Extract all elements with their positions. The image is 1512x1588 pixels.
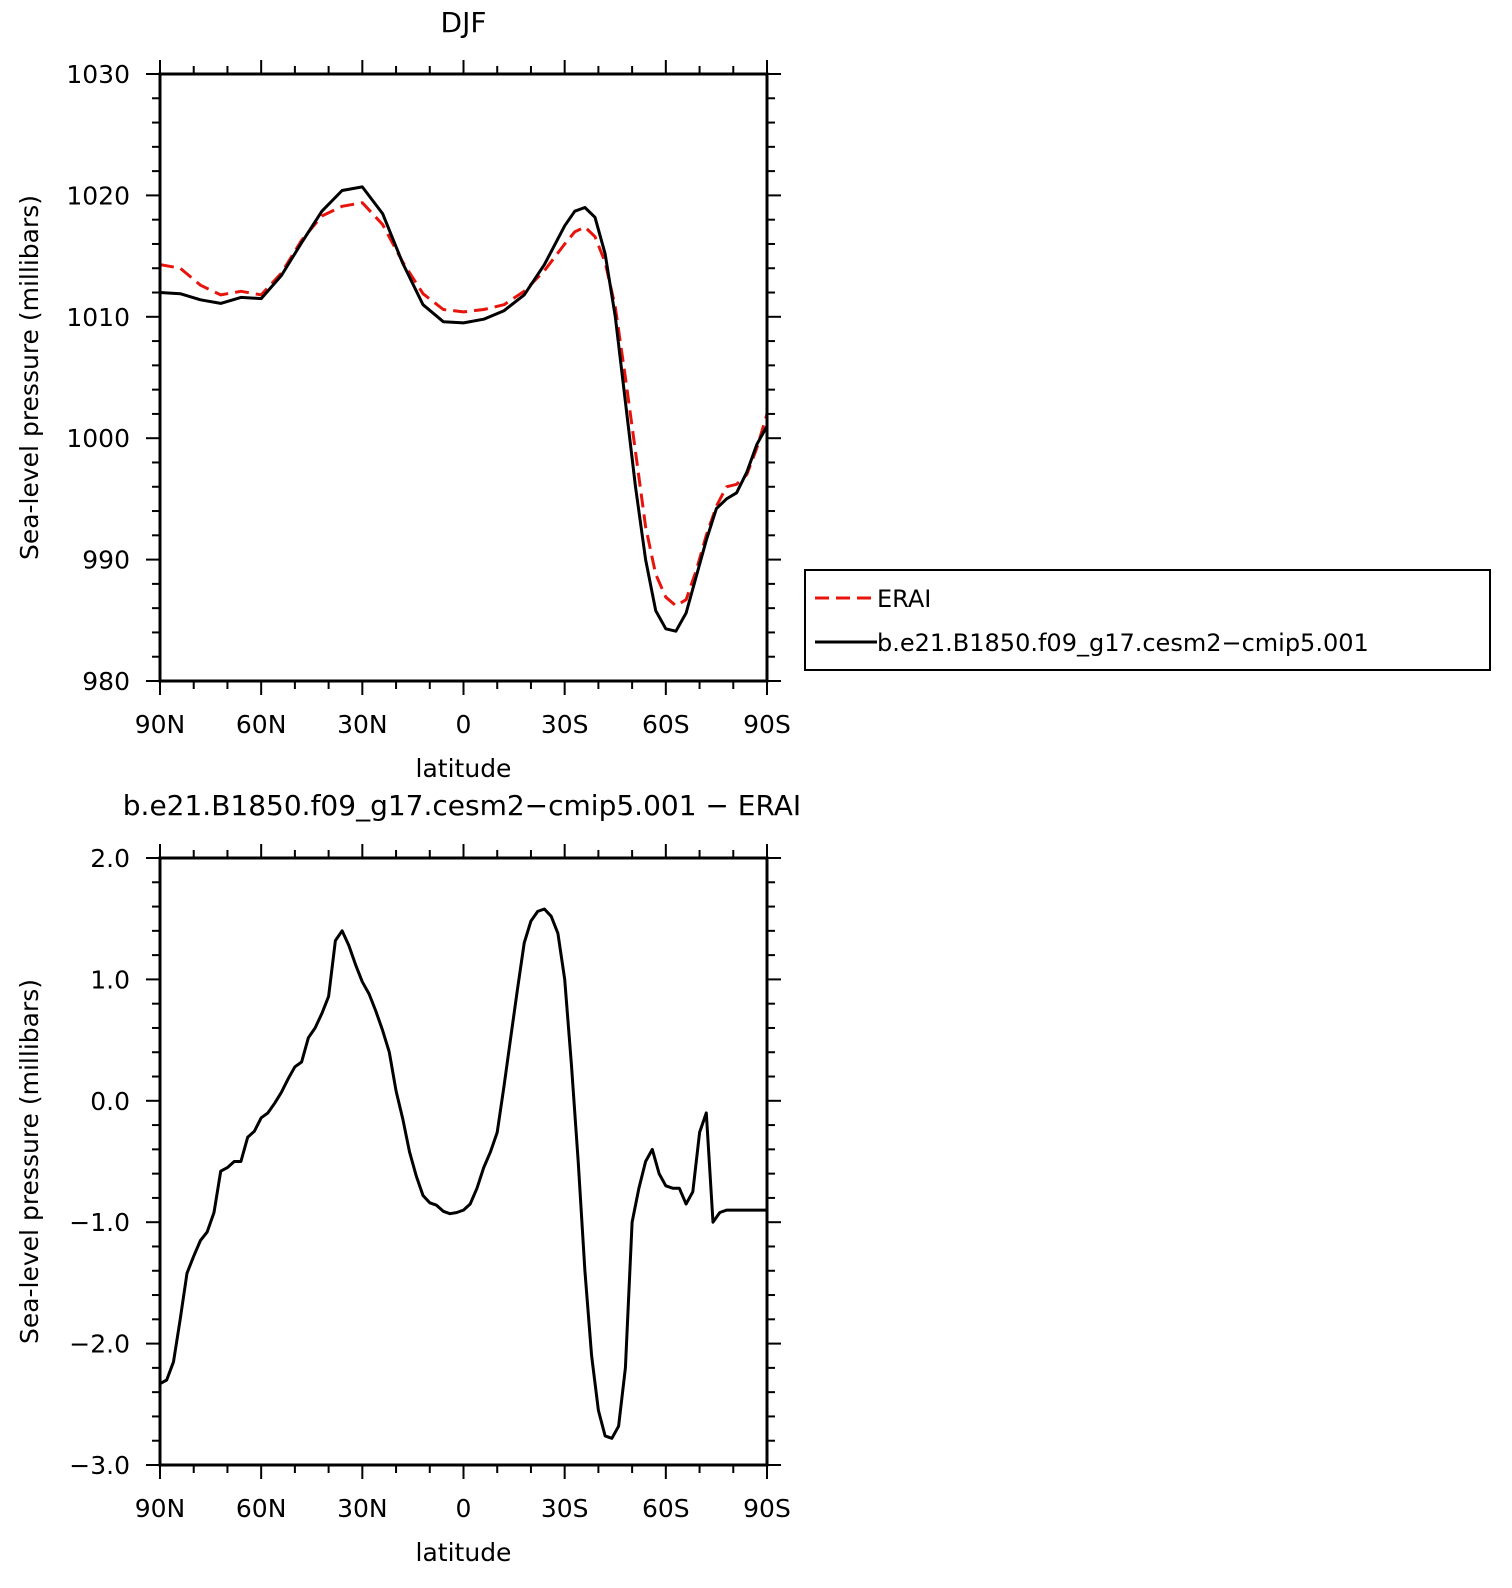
y-tick-label: 1000 xyxy=(66,424,130,453)
y-tick-label: −1.0 xyxy=(69,1208,130,1237)
x-tick-label: 0 xyxy=(456,710,472,739)
legend-entry: ERAI xyxy=(877,585,931,613)
x-tick-label: 60S xyxy=(642,710,690,739)
x-tick-label: 30S xyxy=(541,1494,589,1523)
x-tick-label: 60N xyxy=(236,710,287,739)
x-axis-label: latitude xyxy=(416,754,512,783)
y-axis-label: Sea-level pressure (millibars) xyxy=(15,195,44,560)
series-line-b-e21-b1850-f09-g17-cesm2-cmip5-001 xyxy=(160,185,767,633)
x-tick-label: 90N xyxy=(135,710,186,739)
x-tick-label: 30N xyxy=(337,710,388,739)
chart-title: DJF xyxy=(441,6,487,39)
y-axis-label: Sea-level pressure (millibars) xyxy=(15,979,44,1344)
x-tick-label: 30N xyxy=(337,1494,388,1523)
y-tick-label: 0.0 xyxy=(90,1087,130,1116)
y-tick-label: 2.0 xyxy=(90,844,130,873)
y-tick-label: −2.0 xyxy=(69,1330,130,1359)
chart-title: b.e21.B1850.f09_g17.cesm2−cmip5.001 − ER… xyxy=(123,789,801,822)
x-tick-label: 90S xyxy=(743,1494,791,1523)
x-tick-label: 90N xyxy=(135,1494,186,1523)
y-tick-label: 980 xyxy=(82,667,130,696)
legend-box xyxy=(804,569,1491,671)
y-tick-label: 1010 xyxy=(66,303,130,332)
x-tick-label: 60S xyxy=(642,1494,690,1523)
x-axis-label: latitude xyxy=(416,1538,512,1567)
series-line-0 xyxy=(160,907,767,1440)
chart-bottom: b.e21.B1850.f09_g17.cesm2−cmip5.001 − ER… xyxy=(15,789,801,1567)
x-tick-label: 30S xyxy=(541,710,589,739)
chart-top: DJF 90N 60N 30N 0 30S 60S 90S 980 990 1000 1010 1020… xyxy=(15,6,1491,783)
y-tick-label: 1020 xyxy=(66,181,130,210)
x-tick-label: 0 xyxy=(456,1494,472,1523)
plot-frame xyxy=(158,72,769,683)
series-line-erai xyxy=(160,201,767,608)
x-tick-label: 60N xyxy=(236,1494,287,1523)
y-tick-label: 990 xyxy=(82,546,130,575)
legend-entry: b.e21.B1850.f09_g17.cesm2−cmip5.001 xyxy=(877,629,1369,657)
y-tick-label: 1030 xyxy=(66,60,130,89)
x-tick-label: 90S xyxy=(743,710,791,739)
y-tick-label: −3.0 xyxy=(69,1451,130,1480)
plot-frame xyxy=(158,856,769,1467)
y-tick-label: 1.0 xyxy=(90,965,130,994)
